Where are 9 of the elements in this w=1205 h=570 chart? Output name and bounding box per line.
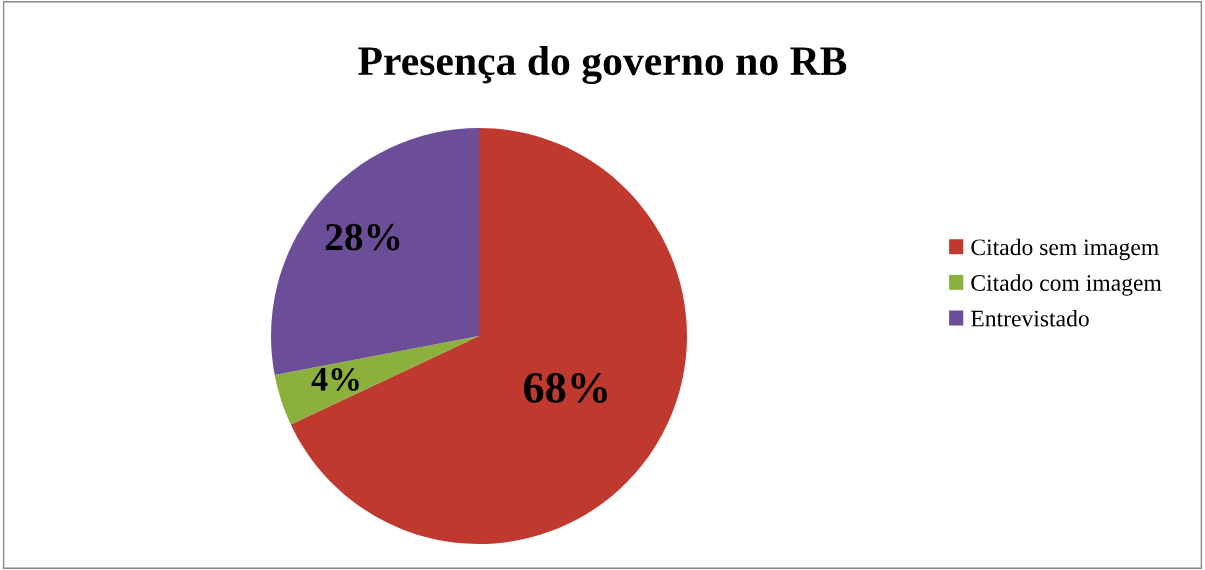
data-label: 68% xyxy=(524,372,607,403)
legend-label: Citado com imagem xyxy=(971,274,1162,296)
pie-slice xyxy=(290,128,687,544)
legend-label: Citado sem imagem xyxy=(971,238,1159,261)
data-label: 28% xyxy=(325,223,400,251)
pie-slice xyxy=(274,336,479,425)
chart-title: Presença do governo no RB xyxy=(358,45,847,85)
data-label: 4% xyxy=(311,367,359,391)
legend-label: Entrevistado xyxy=(971,309,1089,327)
